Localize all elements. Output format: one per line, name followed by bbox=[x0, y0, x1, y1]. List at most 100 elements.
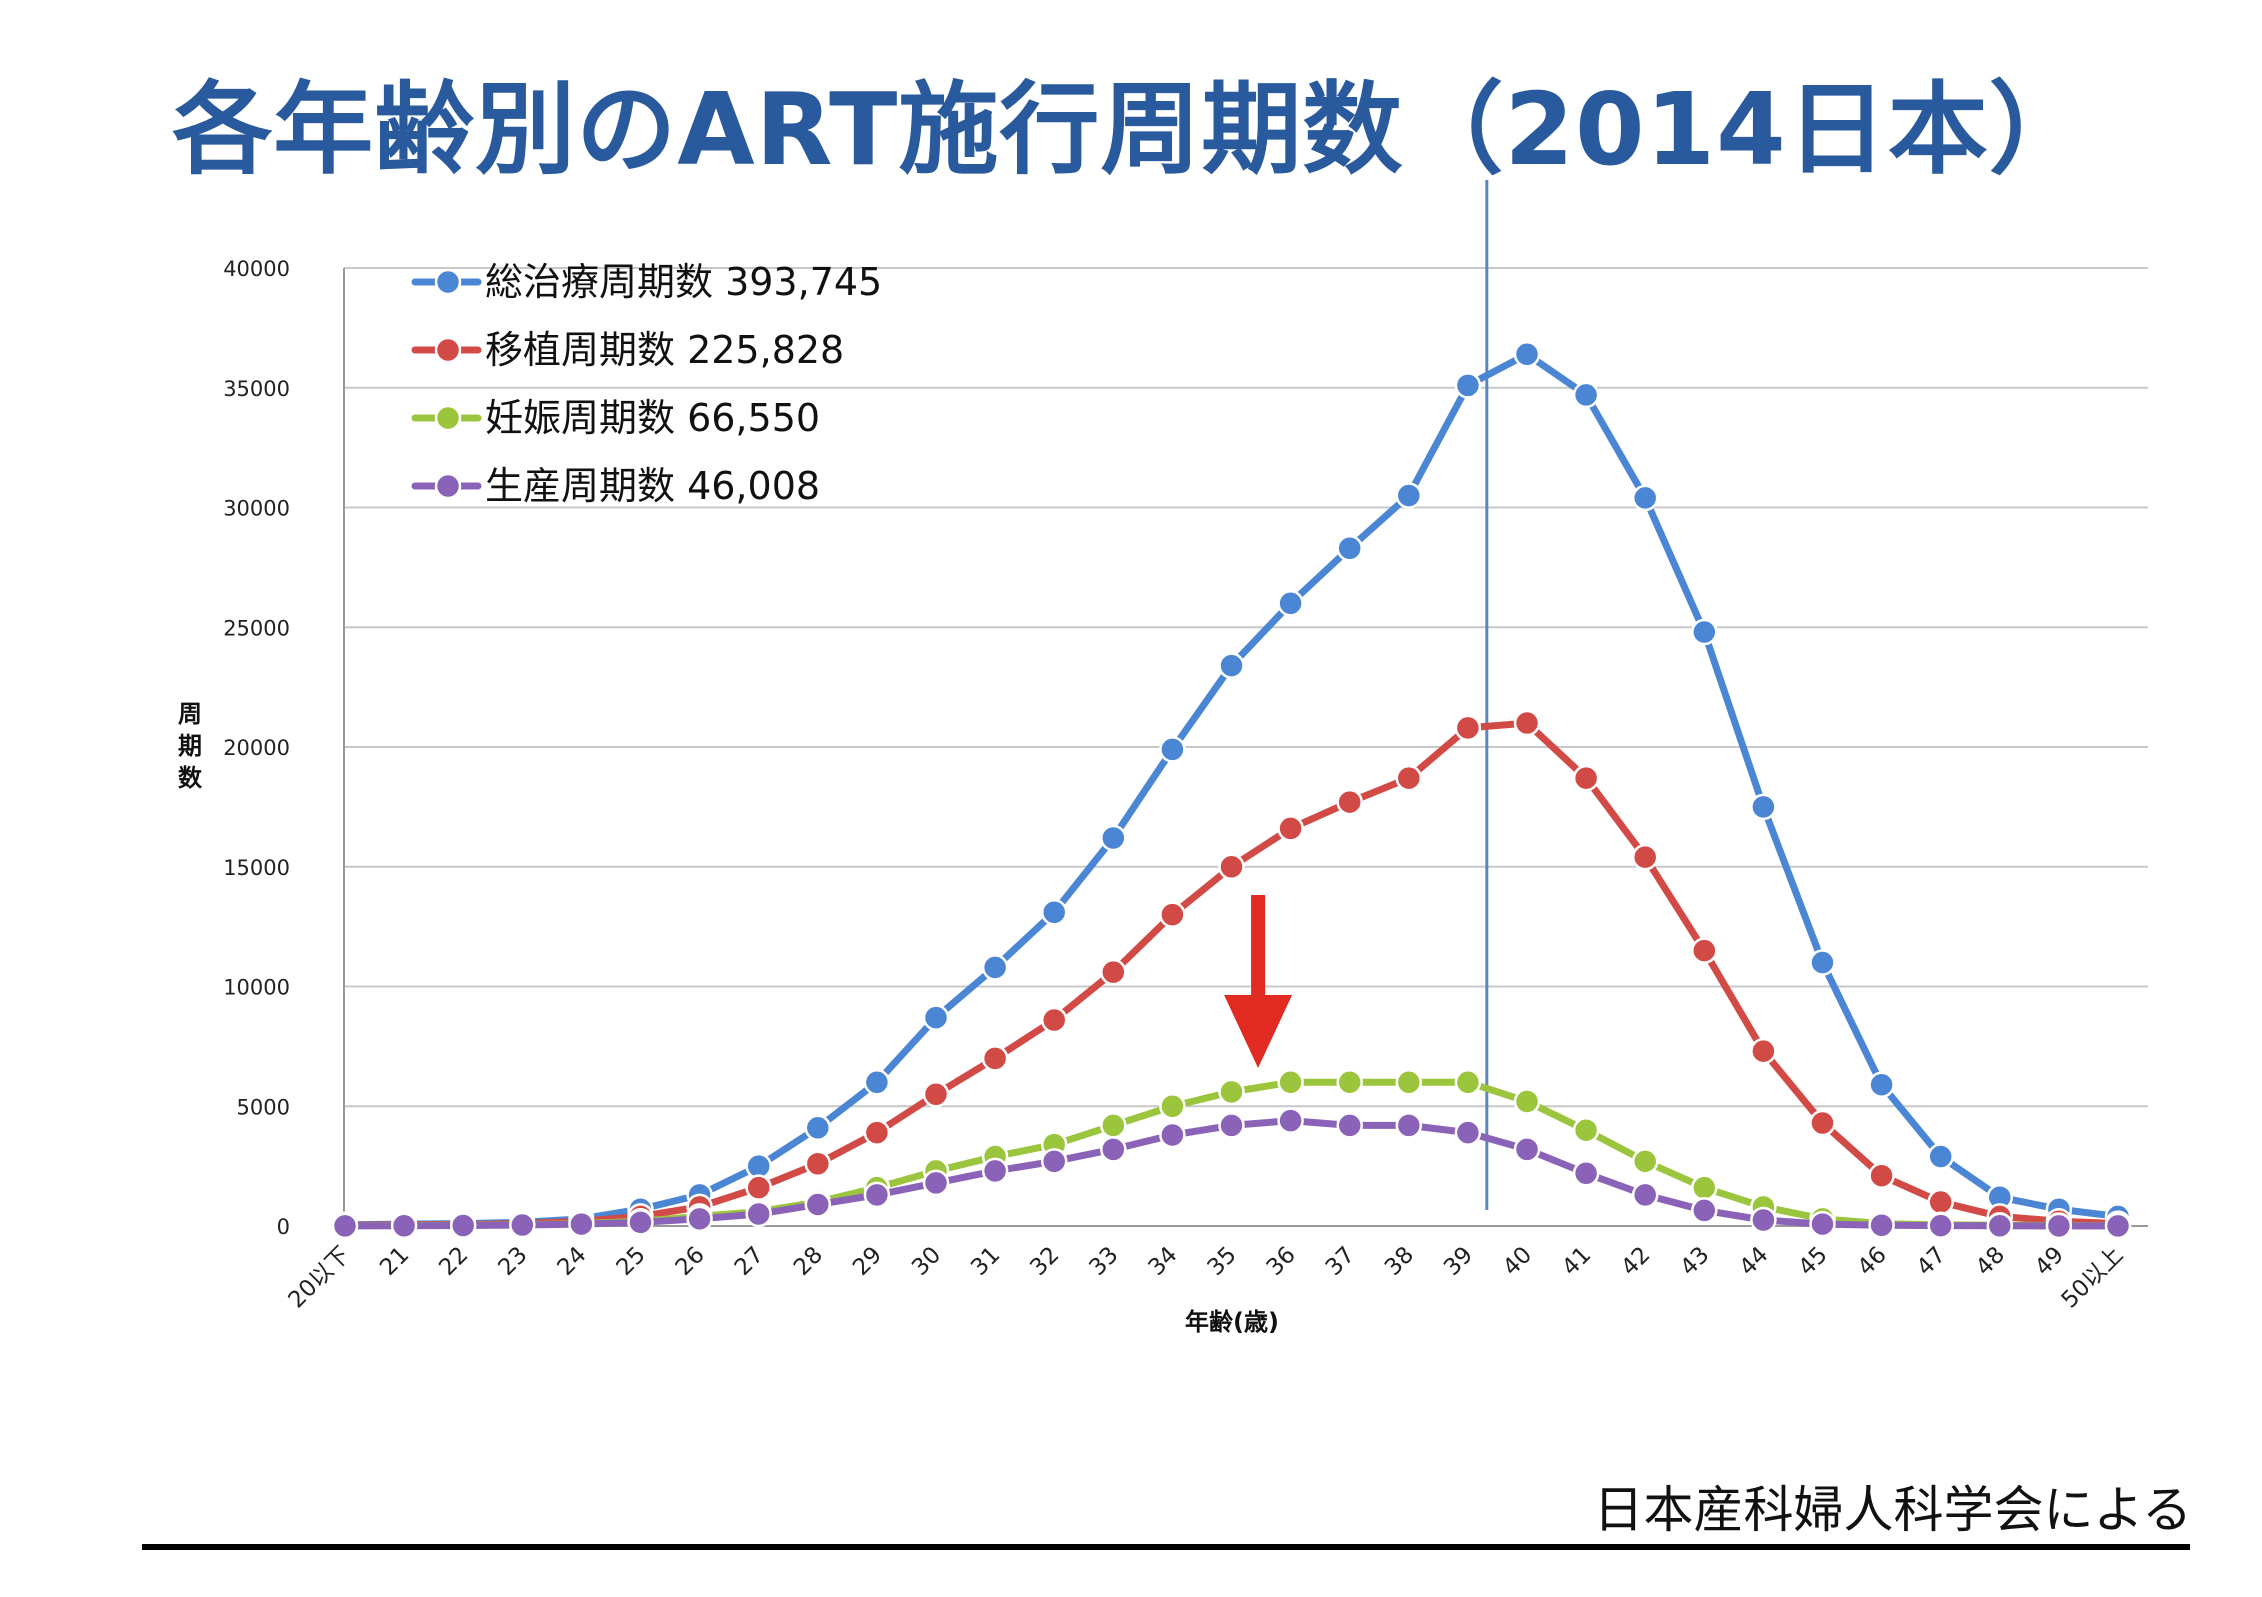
data-point bbox=[1631, 484, 1659, 512]
data-point bbox=[1040, 1006, 1068, 1034]
series-3 bbox=[331, 1107, 2132, 1240]
legend-label: 妊娠周期数 66,550 bbox=[485, 396, 820, 440]
x-tick-label: 48 bbox=[1971, 1242, 2010, 1281]
x-tick-label: 43 bbox=[1675, 1242, 1714, 1281]
x-tick-label: 36 bbox=[1262, 1242, 1301, 1281]
data-point bbox=[1572, 1116, 1600, 1144]
data-point bbox=[1631, 843, 1659, 871]
legend-marker bbox=[434, 472, 462, 500]
legend-label: 生産周期数 46,008 bbox=[485, 464, 820, 508]
data-point bbox=[1868, 1071, 1895, 1098]
data-point bbox=[568, 1210, 595, 1238]
data-point bbox=[1218, 1078, 1245, 1106]
data-point bbox=[1809, 1210, 1836, 1238]
x-tick-label: 47 bbox=[1912, 1242, 1951, 1281]
data-point bbox=[1454, 372, 1482, 399]
data-point bbox=[1691, 1174, 1718, 1201]
x-tick-label: 24 bbox=[553, 1242, 592, 1281]
x-tick-label: 26 bbox=[671, 1242, 710, 1281]
x-tick-label: 22 bbox=[434, 1242, 473, 1281]
data-point bbox=[1986, 1212, 2014, 1240]
data-point bbox=[1159, 901, 1186, 928]
data-point bbox=[1750, 793, 1777, 821]
x-tick-label: 46 bbox=[1853, 1242, 1892, 1281]
x-tick-label: 20以下 bbox=[284, 1242, 356, 1314]
legend-label: 総治療周期数 393,745 bbox=[485, 260, 882, 304]
series-1 bbox=[331, 709, 2132, 1239]
x-tick-label: 32 bbox=[1025, 1242, 1064, 1281]
x-tick-label: 42 bbox=[1616, 1242, 1655, 1281]
data-point bbox=[1218, 1112, 1245, 1139]
data-point bbox=[1159, 1093, 1186, 1120]
legend-marker bbox=[434, 268, 462, 296]
x-axis: 20以下 21 22 23 24 25 26 27 28 29 30 31 32 33 34 35 36 37 38… bbox=[284, 1242, 2129, 1314]
y-tick-label: 35000 bbox=[223, 377, 290, 401]
data-point bbox=[804, 1114, 832, 1142]
data-point bbox=[1336, 1112, 1363, 1139]
data-point bbox=[1572, 1160, 1600, 1187]
legend-item-3: 生産周期数 46,008 bbox=[411, 464, 820, 508]
data-point bbox=[1100, 1136, 1127, 1163]
data-point bbox=[981, 1157, 1009, 1185]
data-point bbox=[745, 1200, 772, 1228]
legend-item-0: 総治療周期数 393,745 bbox=[411, 260, 882, 304]
data-point bbox=[1691, 618, 1718, 646]
data-point bbox=[1100, 958, 1127, 986]
arrow-head bbox=[1224, 995, 1293, 1068]
data-point bbox=[1395, 482, 1423, 509]
x-tick-label: 33 bbox=[1084, 1242, 1123, 1281]
data-point bbox=[981, 954, 1009, 981]
data-point bbox=[863, 1181, 891, 1209]
data-point bbox=[863, 1069, 891, 1096]
data-point bbox=[1277, 1107, 1304, 1134]
x-tick-label: 34 bbox=[1144, 1242, 1183, 1281]
x-tick-label: 45 bbox=[1794, 1242, 1833, 1281]
data-point bbox=[1691, 1197, 1718, 1224]
source-note: 日本産科婦人科学会による bbox=[1593, 1481, 2193, 1539]
legend-marker bbox=[434, 404, 462, 432]
data-point bbox=[1336, 534, 1363, 562]
bottom-rule bbox=[142, 1544, 2190, 1550]
data-point bbox=[449, 1212, 477, 1239]
data-point bbox=[1927, 1188, 1954, 1216]
data-point bbox=[1691, 937, 1718, 964]
y-tick-label: 5000 bbox=[237, 1095, 290, 1119]
x-tick-label: 25 bbox=[612, 1242, 651, 1281]
data-point bbox=[1454, 1069, 1482, 1096]
x-tick-label: 31 bbox=[966, 1242, 1005, 1281]
legend-item-2: 妊娠周期数 66,550 bbox=[411, 396, 820, 440]
data-point bbox=[627, 1209, 654, 1236]
x-tick-label: 39 bbox=[1439, 1242, 1478, 1281]
data-point bbox=[1927, 1212, 1954, 1239]
legend-label: 移植周期数 225,828 bbox=[485, 328, 844, 372]
data-point bbox=[1277, 590, 1304, 617]
data-point bbox=[1336, 1069, 1363, 1096]
data-point bbox=[509, 1211, 536, 1239]
y-tick-label: 20000 bbox=[223, 736, 290, 760]
series-group bbox=[331, 340, 2132, 1240]
y-tick-label: 10000 bbox=[223, 976, 290, 1000]
data-point bbox=[863, 1119, 891, 1146]
data-point bbox=[804, 1191, 832, 1218]
data-point bbox=[1159, 736, 1186, 763]
data-point bbox=[1631, 1181, 1659, 1209]
data-point bbox=[1277, 1069, 1304, 1096]
x-axis-title: 年齢(歳) bbox=[1185, 1308, 1279, 1336]
data-point bbox=[1336, 788, 1363, 816]
data-point bbox=[1454, 714, 1482, 742]
x-tick-label: 41 bbox=[1557, 1242, 1596, 1281]
x-tick-label: 29 bbox=[848, 1242, 887, 1281]
data-point bbox=[686, 1205, 713, 1233]
x-tick-label: 30 bbox=[907, 1242, 946, 1281]
data-point bbox=[922, 1169, 950, 1197]
annotation-arrow bbox=[1224, 895, 1293, 1068]
data-point bbox=[1454, 1119, 1482, 1146]
data-point bbox=[1513, 1136, 1541, 1163]
y-tick-label: 30000 bbox=[223, 497, 290, 521]
data-point bbox=[981, 1045, 1009, 1072]
data-point bbox=[1218, 652, 1245, 679]
data-point bbox=[1100, 824, 1127, 852]
data-point bbox=[390, 1212, 418, 1240]
legend-marker bbox=[434, 336, 462, 364]
